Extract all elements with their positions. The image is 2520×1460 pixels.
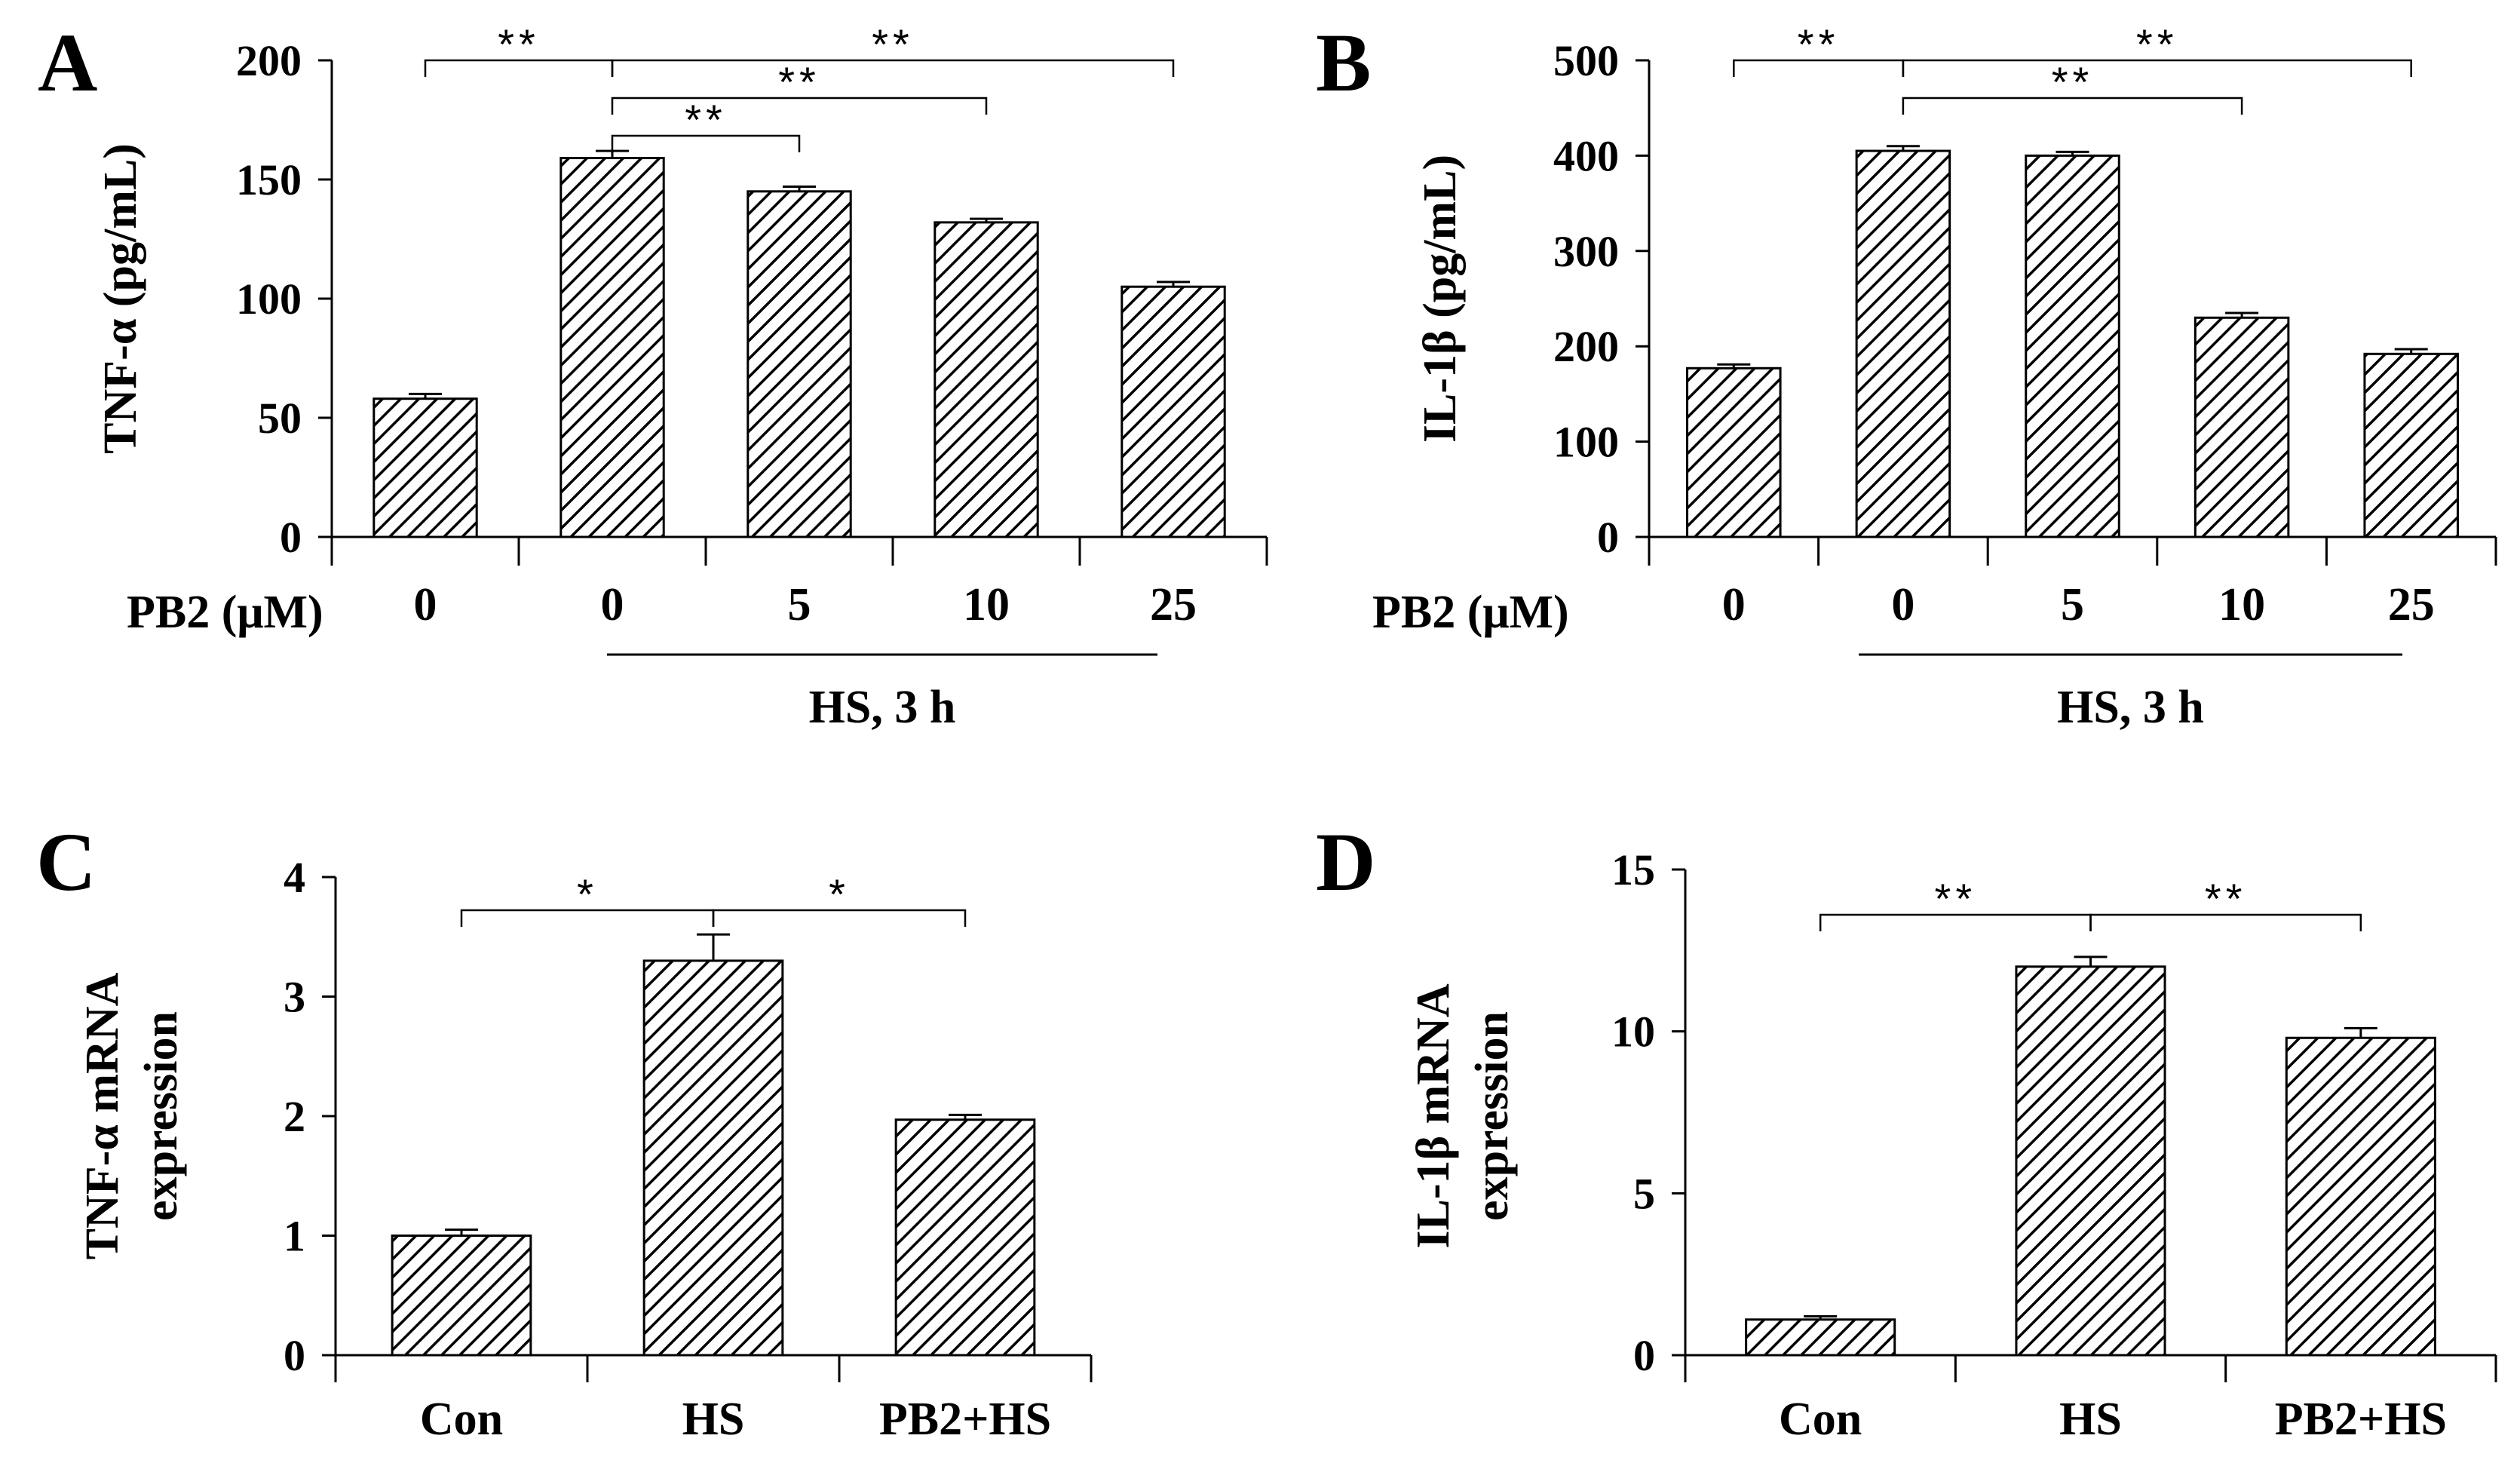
chart-panel-b: B 0 100 200 300 400 500 0 0 5 10 25 IL-1β (pg/mL) PB2…	[1316, 17, 2497, 733]
x-category-label: 5	[788, 579, 811, 630]
chart-panel-d: D 0 5 10 15 Con HS PB2+HS IL-1β mRNA expression **…	[1316, 816, 2497, 1445]
x-category-label: Con	[1779, 1394, 1862, 1445]
significance-label: **	[2136, 20, 2178, 68]
significance-bracket	[611, 134, 801, 152]
y-tick-label: 50	[258, 394, 302, 443]
significance-label: **	[498, 20, 540, 68]
y-axis-label-line: expression	[136, 1011, 187, 1221]
y-tick-label: 0	[280, 513, 302, 562]
x-category-label: 0	[1722, 579, 1746, 630]
bar	[2025, 154, 2120, 538]
y-tick-label: 400	[1553, 131, 1619, 180]
y-axis-label-line: IL-1β mRNA	[1408, 983, 1459, 1248]
y-tick-label: 3	[284, 973, 305, 1022]
bar	[934, 221, 1039, 538]
x-category-label: HS	[682, 1394, 745, 1445]
significance-bracket	[712, 909, 967, 927]
y-tick-label: 0	[284, 1331, 305, 1380]
significance-label: **	[685, 96, 727, 143]
significance-bracket	[1902, 59, 2412, 77]
significance-label: *	[577, 870, 598, 918]
significance-label: **	[1798, 20, 1840, 68]
y-tick-label: 500	[1553, 36, 1619, 85]
x-category-label: PB2+HS	[879, 1394, 1051, 1445]
x-category-label: HS	[2059, 1394, 2122, 1445]
bar	[1855, 149, 1951, 538]
x-category-label: 10	[963, 579, 1010, 630]
bar	[391, 1235, 532, 1357]
significance-label: **	[2052, 58, 2094, 106]
x-prefix-label: PB2 (μM)	[1372, 587, 1569, 638]
y-tick-label: 100	[1553, 418, 1619, 467]
bar	[2194, 316, 2290, 538]
bar	[372, 397, 478, 538]
x-category-label: Con	[420, 1394, 503, 1445]
bar	[2285, 1036, 2436, 1357]
panel-letter: D	[1316, 816, 1375, 908]
bar	[559, 157, 665, 538]
significance-bracket	[611, 59, 1175, 77]
y-axis-label: TNF-α mRNA expression	[77, 972, 187, 1259]
y-axis-label-line: expression	[1467, 1011, 1518, 1221]
panel-letter: A	[38, 17, 97, 109]
significance-label: **	[778, 58, 820, 106]
treatment-label: HS, 3 h	[809, 682, 956, 733]
significance-label: **	[1935, 875, 1977, 922]
y-tick-label: 5	[1633, 1169, 1655, 1218]
bar	[894, 1118, 1036, 1357]
y-axis-label: TNF-α (pg/mL)	[95, 143, 146, 454]
significance-label: **	[2205, 875, 2247, 922]
significance-label: *	[829, 870, 850, 918]
chart-panel-a: A 0 50 100 150 200 0 0 5 10 25 TNF-α (pg/mL) PB2 (μM…	[38, 17, 1268, 733]
panel-letter: C	[36, 816, 96, 908]
y-tick-label: 200	[1553, 322, 1619, 371]
y-tick-label: 10	[1611, 1008, 1655, 1057]
bar	[642, 959, 784, 1357]
y-tick-label: 200	[236, 36, 302, 85]
bar	[1121, 285, 1226, 538]
chart-panel-c: C 0 1 2 3 4 Con HS PB2+HS TNF-α mRNA expression * *	[36, 816, 1093, 1445]
y-tick-label: 300	[1553, 227, 1619, 276]
treatment-label: HS, 3 h	[2057, 682, 2204, 733]
x-prefix-label: PB2 (μM)	[127, 587, 323, 638]
bar	[746, 190, 852, 538]
y-axis-label: IL-1β mRNA expression	[1408, 983, 1518, 1248]
y-axis-label-line: TNF-α mRNA	[77, 972, 128, 1259]
y-tick-label: 0	[1633, 1331, 1655, 1380]
bar	[1686, 367, 1782, 538]
significance-label: **	[872, 20, 914, 68]
significance-bracket	[611, 97, 988, 115]
x-category-label: 0	[414, 579, 437, 630]
y-tick-label: 150	[236, 155, 302, 204]
bar	[1745, 1318, 1896, 1357]
y-tick-label: 100	[236, 275, 302, 324]
x-category-label: 5	[2061, 579, 2084, 630]
x-category-label: 0	[1891, 579, 1915, 630]
y-tick-label: 2	[284, 1092, 305, 1141]
y-tick-label: 4	[284, 853, 305, 902]
significance-bracket	[2089, 913, 2362, 931]
x-category-label: 25	[1150, 579, 1197, 630]
bar	[2015, 965, 2166, 1357]
x-category-label: 0	[601, 579, 624, 630]
significance-bracket	[1902, 97, 2243, 115]
x-category-label: PB2+HS	[2275, 1394, 2447, 1445]
y-axis-label: IL-1β (pg/mL)	[1415, 155, 1466, 443]
y-tick-label: 15	[1611, 845, 1655, 894]
y-tick-label: 0	[1597, 513, 1619, 562]
y-tick-label: 1	[284, 1212, 305, 1261]
bar	[2363, 352, 2459, 538]
x-category-label: 25	[2388, 579, 2435, 630]
panel-letter: B	[1316, 17, 1371, 109]
x-category-label: 10	[2218, 579, 2265, 630]
